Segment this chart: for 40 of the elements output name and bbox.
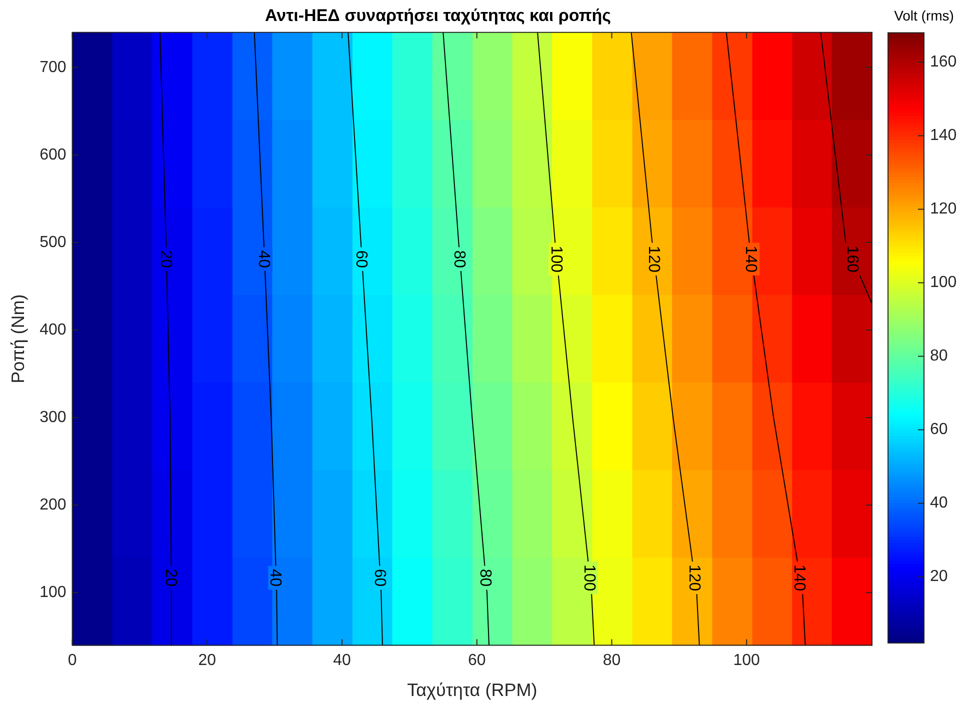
color-bar-label: 100 [930, 274, 957, 292]
color-bar-label: 20 [930, 568, 948, 586]
text: 40 [255, 250, 272, 268]
text: 100 [547, 246, 564, 272]
y-tick-label: 600 [40, 146, 66, 164]
text: 80 [476, 568, 494, 587]
color-bar-label: 60 [930, 421, 948, 438]
x-axis-title: Ταχύτητα (RPM) [407, 680, 538, 700]
text: 60 [370, 568, 388, 587]
text: 140 [742, 246, 760, 272]
y-tick-label: 100 [40, 584, 66, 602]
color-bar-label: 120 [930, 200, 957, 218]
y-axis-title: Ροπή (Nm) [8, 294, 28, 384]
y-tick-label: 700 [40, 58, 66, 76]
text: 40 [266, 568, 284, 587]
color-bar-label: 140 [930, 127, 957, 144]
text: 160 [843, 246, 860, 273]
chart-title: Αντι-ΗΕΔ συναρτήσει ταχύτητας και ροπής [264, 6, 612, 25]
x-tick-label: 20 [198, 652, 216, 670]
color-bar-label: 40 [930, 494, 948, 512]
x-tick-label: 100 [733, 652, 760, 670]
text: 100 [580, 564, 598, 592]
text: 120 [644, 246, 662, 272]
x-tick-label: 80 [602, 652, 621, 670]
text: 20 [157, 250, 174, 268]
y-tick-label: 400 [40, 321, 66, 338]
text: 120 [685, 564, 702, 592]
text: 60 [352, 250, 370, 268]
x-tick-label: 40 [333, 652, 352, 670]
color-bar-label: 160 [930, 54, 957, 71]
x-tick-label: 0 [68, 652, 77, 670]
color-bar-label: 80 [930, 348, 948, 365]
text: 20 [162, 568, 179, 587]
y-tick-label: 200 [40, 496, 66, 514]
text: 80 [450, 250, 468, 268]
color-bar-title: Volt (rms) [894, 7, 954, 24]
x-tick-label: 60 [468, 652, 486, 670]
y-tick-label: 300 [40, 408, 66, 426]
y-tick-label: 500 [40, 234, 66, 251]
text: 140 [790, 564, 808, 592]
